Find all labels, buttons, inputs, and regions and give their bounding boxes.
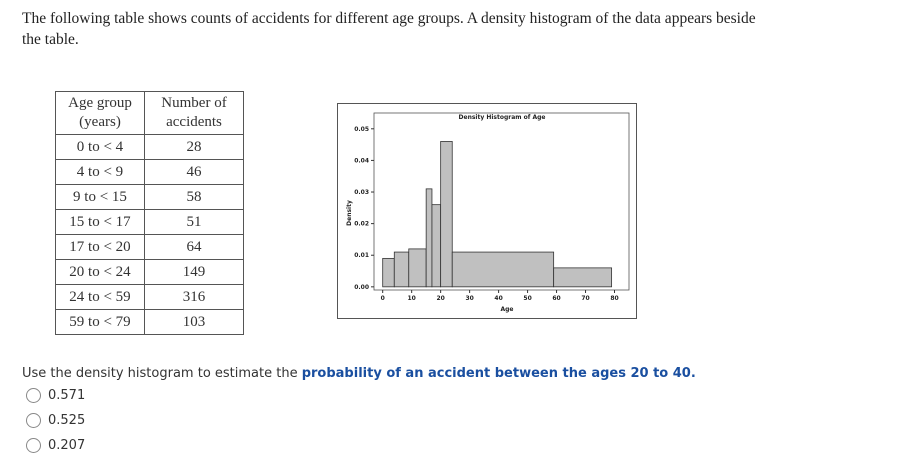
- table-cell: 316: [144, 284, 244, 310]
- table-row: 20 to < 24 149: [55, 259, 244, 285]
- y-axis-label: Density: [346, 200, 353, 226]
- x-axis-label: Age: [500, 306, 513, 313]
- x-tick-label: 80: [610, 295, 618, 302]
- bar: [408, 248, 427, 288]
- table-row: 59 to < 79 103: [55, 309, 244, 335]
- table-row: 4 to < 9 46: [55, 159, 244, 185]
- table-cell: 64: [144, 234, 244, 260]
- table-row: 15 to < 17 51: [55, 209, 244, 235]
- table-cell: 15 to < 17: [55, 209, 145, 235]
- answer-option[interactable]: 0.525: [26, 413, 85, 428]
- option-label[interactable]: 0.571: [48, 388, 86, 403]
- y-tick-label: 0.05: [354, 126, 369, 133]
- x-tick-label: 50: [523, 295, 531, 302]
- table-cell: 149: [144, 259, 244, 285]
- answer-option[interactable]: 0.571: [26, 388, 85, 403]
- x-tick-label: 0: [381, 295, 385, 302]
- x-tick-label: 10: [407, 295, 415, 302]
- x-tick-label: 70: [581, 295, 589, 302]
- table-row: 24 to < 59 316: [55, 284, 244, 310]
- y-tick-label: 0.04: [354, 157, 369, 164]
- table-cell: 24 to < 59: [55, 284, 145, 310]
- x-tick-label: 60: [552, 295, 560, 302]
- table-cell: 46: [144, 159, 244, 185]
- histogram-chart: Density Histogram of Age Age Density 0.0…: [337, 103, 637, 319]
- chart-title: Density Histogram of Age: [459, 114, 546, 121]
- table-cell: 20 to < 24: [55, 259, 145, 285]
- table-cell: 103: [144, 309, 244, 335]
- bar: [382, 257, 395, 288]
- table-cell: 17 to < 20: [55, 234, 145, 260]
- question: Use the density histogram to estimate th…: [22, 366, 696, 381]
- radio-button[interactable]: [26, 438, 41, 453]
- bar: [440, 141, 453, 288]
- question-text: Use the density histogram to estimate th…: [22, 366, 302, 381]
- y-tick-label: 0.01: [354, 252, 369, 259]
- y-tick-label: 0.02: [354, 221, 369, 228]
- table-cell: 28: [144, 134, 244, 160]
- y-tick-label: 0.00: [354, 284, 369, 291]
- table-header: Age group (years): [55, 91, 145, 135]
- x-tick-label: 30: [465, 295, 473, 302]
- bar: [431, 204, 442, 288]
- data-table: Age group (years) Number of accidents 0 …: [55, 91, 244, 335]
- radio-button[interactable]: [26, 388, 41, 403]
- table-cell: 59 to < 79: [55, 309, 145, 335]
- table-row: 9 to < 15 58: [55, 184, 244, 210]
- table-cell: 9 to < 15: [55, 184, 145, 210]
- table-cell: 58: [144, 184, 244, 210]
- table-cell: 0 to < 4: [55, 134, 145, 160]
- bar: [425, 188, 433, 288]
- bar: [553, 267, 613, 288]
- table-cell: 51: [144, 209, 244, 235]
- table-cell: 4 to < 9: [55, 159, 145, 185]
- radio-button[interactable]: [26, 413, 41, 428]
- table-row: 17 to < 20 64: [55, 234, 244, 260]
- bar: [451, 251, 555, 288]
- x-tick-label: 20: [436, 295, 444, 302]
- y-tick-label: 0.03: [354, 189, 369, 196]
- question-emphasis: probability of an accident between the a…: [301, 366, 696, 381]
- option-label[interactable]: 0.207: [48, 438, 86, 453]
- intro-text: The following table shows counts of acci…: [22, 10, 756, 48]
- bar: [393, 251, 410, 288]
- answer-option[interactable]: 0.207: [26, 438, 85, 453]
- table-row: 0 to < 4 28: [55, 134, 244, 160]
- option-label[interactable]: 0.525: [48, 413, 86, 428]
- x-tick-label: 40: [494, 295, 502, 302]
- table-header: Number of accidents: [144, 91, 244, 135]
